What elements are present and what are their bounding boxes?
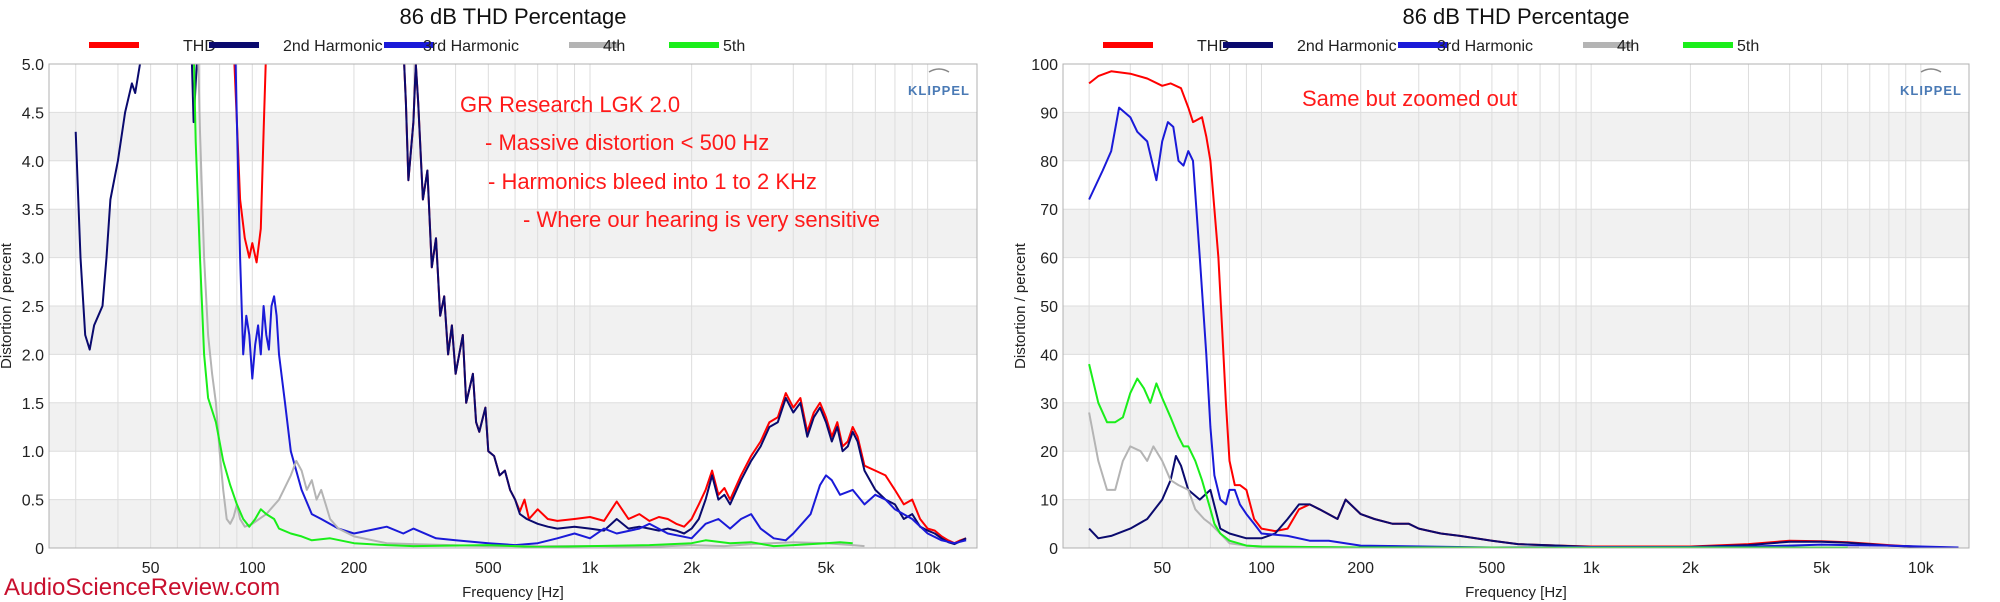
- series-group: [74, 64, 967, 548]
- plot-band: [49, 306, 977, 355]
- y-tick-label: 20: [1040, 444, 1058, 461]
- annotation-text: - Where our hearing is very sensitive: [523, 207, 880, 232]
- legend-label: 4th: [603, 38, 625, 55]
- chart-panel-2: 0 10 20 30 40 50 60 70 80 90 100 50 100 200 500 1k 2k 5k 1…: [1012, 4, 1970, 600]
- series-line-5th: [1088, 363, 1848, 548]
- y-tick-label: 4.0: [22, 154, 44, 171]
- plot-band: [1063, 209, 1969, 258]
- x-tick-label: 2k: [683, 560, 701, 577]
- y-tick-label: 0.5: [22, 493, 44, 510]
- y-tick-label: 40: [1040, 347, 1058, 364]
- legend-label: 5th: [723, 38, 745, 55]
- y-tick-label: 1.0: [22, 444, 44, 461]
- series-line-2nd-harmonic: [1088, 455, 1959, 548]
- x-tick-label: 2k: [1682, 560, 1700, 577]
- x-tick-label: 10k: [1908, 560, 1935, 577]
- legend-label: 2nd Harmonic: [1297, 38, 1397, 55]
- series-line-5th: [193, 64, 853, 548]
- annotation-text: - Massive distortion < 500 Hz: [485, 130, 769, 155]
- x-tick-label: 5k: [1813, 560, 1831, 577]
- y-tick-label: 2.5: [22, 299, 44, 316]
- y-tick-label: 100: [1031, 57, 1058, 74]
- x-tick-label: 100: [239, 560, 266, 577]
- plot-band: [1063, 402, 1969, 452]
- x-tick-label: 50: [1153, 560, 1171, 577]
- y-tick-label: 80: [1040, 154, 1058, 171]
- x-axis-label: Frequency [Hz]: [462, 584, 564, 600]
- klippel-logo-text: KLIPPEL: [908, 83, 970, 98]
- y-tick-label: 90: [1040, 105, 1058, 122]
- y-tick-label: 0: [35, 541, 44, 558]
- x-tick-label: 100: [1248, 560, 1275, 577]
- legend-label: THD: [183, 38, 216, 55]
- x-tick-label: 5k: [818, 560, 836, 577]
- x-tick-label: 200: [1347, 560, 1374, 577]
- x-tick-label: 500: [475, 560, 502, 577]
- y-tick-label: 70: [1040, 202, 1058, 219]
- x-tick-label: 1k: [582, 560, 600, 577]
- y-axis-label: Distortion / percent: [1012, 242, 1029, 369]
- y-tick-label: 3.0: [22, 251, 44, 268]
- y-tick-label: 30: [1040, 396, 1058, 413]
- plot-band: [1063, 112, 1969, 161]
- legend-label: 3rd Harmonic: [1437, 38, 1533, 55]
- y-tick-label: 4.5: [22, 105, 44, 122]
- legend-label: 2nd Harmonic: [283, 38, 383, 55]
- x-tick-label: 200: [341, 560, 368, 577]
- y-tick-label: 50: [1040, 299, 1058, 316]
- chart-title: 86 dB THD Percentage: [1402, 4, 1629, 29]
- plot-band: [1063, 306, 1969, 355]
- y-tick-label: 10: [1040, 493, 1058, 510]
- y-tick-label: 0: [1049, 541, 1058, 558]
- plot-band: [49, 112, 977, 161]
- x-tick-label: 50: [142, 560, 160, 577]
- x-tick-label: 10k: [915, 560, 942, 577]
- klippel-logo-mark: [928, 68, 950, 73]
- x-axis-label: Frequency [Hz]: [1465, 584, 1567, 600]
- y-axis-label: Distortion / percent: [0, 242, 15, 369]
- klippel-logo-text: KLIPPEL: [1900, 83, 1962, 98]
- series-line-3rd-harmonic: [234, 64, 967, 547]
- legend-label: 3rd Harmonic: [423, 38, 519, 55]
- watermark-text: AudioScienceReview.com: [4, 574, 281, 601]
- x-tick-label: 500: [1479, 560, 1506, 577]
- chart-panel-1: 0 0.5 1.0 1.5 2.0 2.5 3.0 3.5 4.0 4.5 5.0 50 100 200 5…: [0, 4, 978, 600]
- legend-label: 4th: [1617, 38, 1639, 55]
- plot-frame: [1062, 63, 1970, 549]
- y-tick-label: 3.5: [22, 202, 44, 219]
- y-tick-label: 60: [1040, 251, 1058, 268]
- chart-title: 86 dB THD Percentage: [399, 4, 626, 29]
- y-tick-label: 1.5: [22, 396, 44, 413]
- legend-label: THD: [1197, 38, 1230, 55]
- legend-label: 5th: [1737, 38, 1759, 55]
- x-tick-label: 1k: [1583, 560, 1601, 577]
- annotation-text: Same but zoomed out: [1302, 86, 1517, 111]
- plot-frame: [48, 63, 978, 549]
- annotation-text: - Harmonics bleed into 1 to 2 KHz: [488, 169, 817, 194]
- series-line-4th: [197, 64, 865, 548]
- annotation-text: GR Research LGK 2.0: [460, 92, 680, 117]
- y-tick-label: 2.0: [22, 347, 44, 364]
- y-tick-label: 5.0: [22, 57, 44, 74]
- klippel-logo-mark: [1920, 68, 1942, 73]
- plot-band: [49, 499, 977, 548]
